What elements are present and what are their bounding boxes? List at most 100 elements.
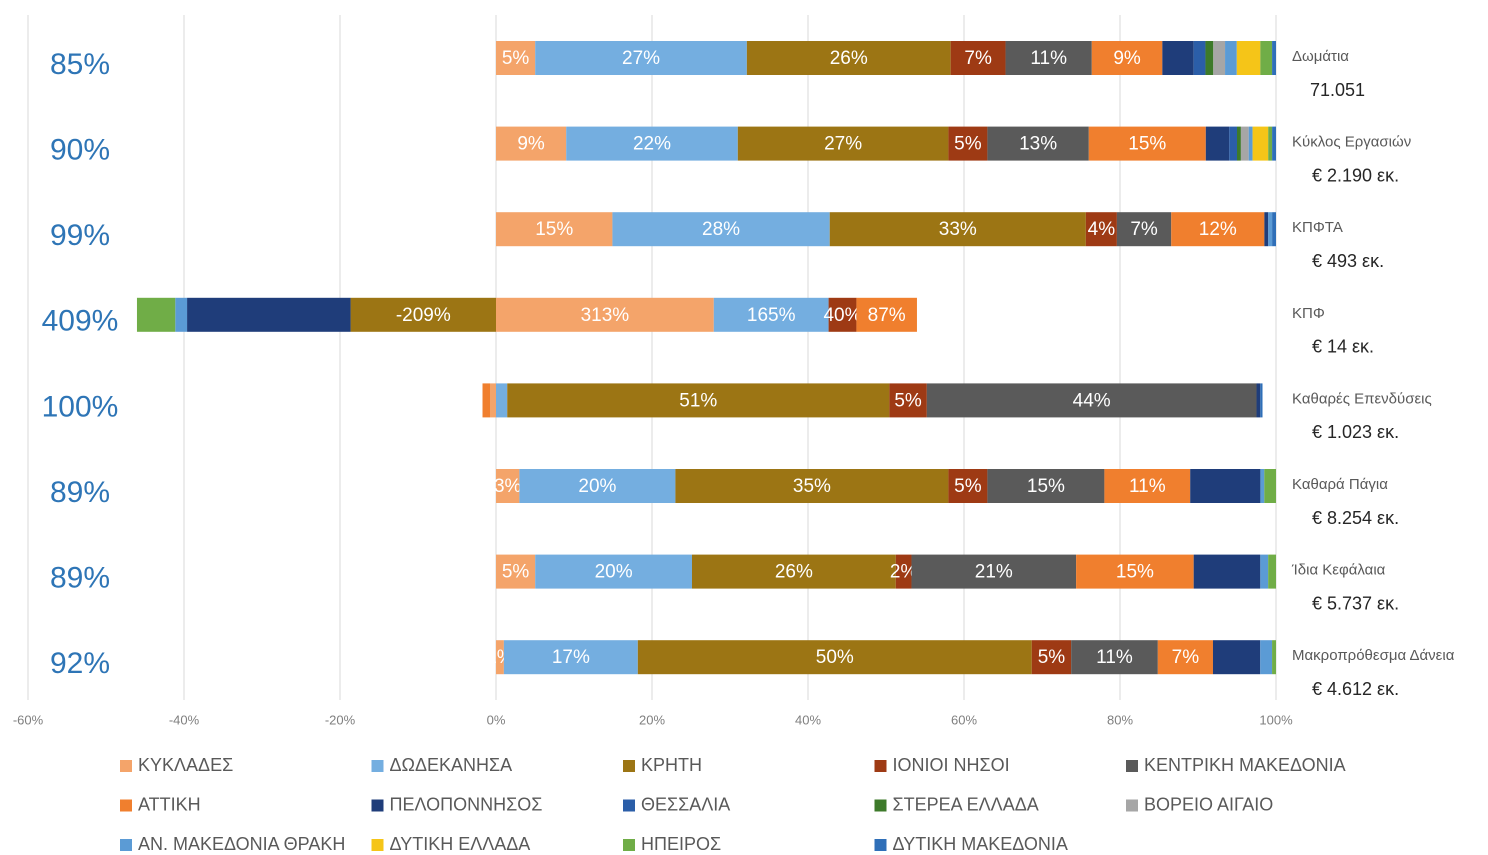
bar-segment (1212, 640, 1261, 675)
share-label: 409% (42, 305, 119, 338)
bar-segment (496, 383, 508, 418)
x-tick-label: 40% (795, 712, 821, 727)
legend-label: ΑΤΤΙΚΗ (138, 794, 201, 814)
value-label: 13% (1019, 134, 1057, 155)
bar-segment (496, 126, 567, 161)
bar-segment (1268, 212, 1273, 247)
bar-segment (1229, 126, 1237, 161)
category-label: ΚΠΦΤΑ (1292, 219, 1343, 236)
bar-segment (519, 469, 676, 503)
category-label: Καθαρές Επενδύσεις (1292, 390, 1432, 407)
bar-segment (1260, 41, 1273, 75)
category-total: € 2.190 εκ. (1312, 165, 1399, 185)
value-label: 51% (679, 390, 717, 411)
bar-segment (1171, 212, 1265, 247)
bar-segment (482, 383, 491, 418)
category-total: € 1.023 εκ. (1312, 422, 1399, 442)
value-label: 26% (775, 562, 813, 583)
value-label: 5% (894, 390, 922, 411)
bar-segment (856, 297, 917, 332)
value-label: 5% (502, 562, 530, 583)
legend-swatch (371, 799, 384, 812)
value-label: 11% (1096, 647, 1133, 668)
bar-segment (496, 554, 536, 589)
value-label: 21% (975, 562, 1013, 583)
bar-segment (675, 469, 949, 503)
value-label: 7% (1172, 647, 1200, 668)
value-label: 87% (868, 305, 906, 326)
value-label: 12% (1199, 219, 1237, 240)
value-label: 2% (890, 562, 918, 583)
legend-swatch (120, 799, 132, 812)
legend-swatch (874, 799, 887, 812)
bar-segment (1272, 640, 1276, 675)
category-total: € 5.737 εκ. (1312, 593, 1399, 613)
legend-label: ΘΕΣΣΑΛΙΑ (641, 794, 730, 814)
value-label: 22% (633, 134, 671, 155)
value-label: 7% (964, 48, 992, 69)
legend-label: ΙΟΝΙΟΙ ΝΗΣΟΙ (893, 755, 1010, 775)
bar-segment (535, 554, 692, 589)
legend-label: ΚΡΗΤΗ (641, 755, 702, 775)
bar-segment (1272, 126, 1276, 161)
legend-label: ΚΕΝΤΡΙΚΗ ΜΑΚΕΔΟΝΙΑ (1144, 755, 1346, 775)
legend-label: ΔΩΔΕΚΑΝΗΣΑ (390, 755, 513, 775)
share-label: 90% (50, 134, 110, 167)
bar-segment (187, 297, 351, 332)
legend-label: ΔΥΤΙΚΗ ΕΛΛΑΔΑ (390, 834, 531, 854)
value-label: 20% (578, 476, 616, 497)
bar-segment (1091, 41, 1163, 75)
bar-segment (737, 126, 949, 161)
bar-segment (746, 41, 951, 75)
value-label: 11% (1129, 476, 1166, 497)
bar-segment (1236, 41, 1261, 75)
bar-segment (1260, 640, 1273, 675)
value-label: 33% (939, 219, 977, 240)
bar-segment (350, 297, 496, 332)
bar-segment (496, 297, 714, 332)
value-label: 313% (581, 305, 630, 326)
legend-swatch (623, 839, 635, 851)
bar-segment (1260, 469, 1265, 503)
bar-segment (911, 554, 1077, 589)
bar-segment (829, 212, 1086, 247)
category-label: Μακροπρόθεσμα Δάνεια (1292, 647, 1455, 664)
bar-segment (496, 212, 613, 247)
bar-segment (507, 383, 890, 418)
bar-segment (987, 126, 1089, 161)
value-label: 50% (816, 647, 854, 668)
x-tick-label: 20% (639, 712, 665, 727)
x-tick-label: 80% (1107, 712, 1133, 727)
value-label: 4% (1088, 219, 1116, 240)
value-label: -209% (396, 305, 451, 326)
share-label: 99% (50, 219, 110, 252)
legend-label: ΑΝ. ΜΑΚΕΔΟΝΙΑ ΘΡΑΚΗ (138, 834, 345, 854)
category-total: € 493 εκ. (1312, 251, 1384, 271)
bar-segment (828, 297, 857, 332)
legend-swatch (1126, 760, 1138, 772)
legend-label: ΔΥΤΙΚΗ ΜΑΚΕΔΟΝΙΑ (893, 834, 1068, 854)
bar-segment (1190, 469, 1261, 503)
legend-swatch (371, 839, 384, 851)
bar-segment (637, 640, 1032, 675)
bar-segment (1193, 41, 1206, 75)
value-label: 27% (824, 134, 862, 155)
bar-segment (1213, 41, 1226, 75)
legend-label: ΗΠΕΙΡΟΣ (641, 834, 721, 854)
x-tick-label: 60% (951, 712, 977, 727)
category-label: Καθαρά Πάγια (1292, 476, 1388, 493)
bar-segment (1225, 41, 1237, 75)
bar-segment (987, 469, 1105, 503)
x-tick-label: -40% (169, 712, 200, 727)
bar-segment (136, 297, 176, 332)
legend-swatch (1126, 799, 1138, 812)
legend-label: ΣΤΕΡΕΑ ΕΛΛΑΔΑ (893, 794, 1039, 814)
x-tick-label: -20% (325, 712, 356, 727)
value-label: 20% (595, 562, 633, 583)
category-label: Ίδια Κεφάλαια (1291, 562, 1386, 579)
bar-segment (1104, 469, 1191, 503)
bar-segment (1248, 126, 1253, 161)
bar-segment (1240, 126, 1249, 161)
share-label: 89% (50, 476, 110, 509)
